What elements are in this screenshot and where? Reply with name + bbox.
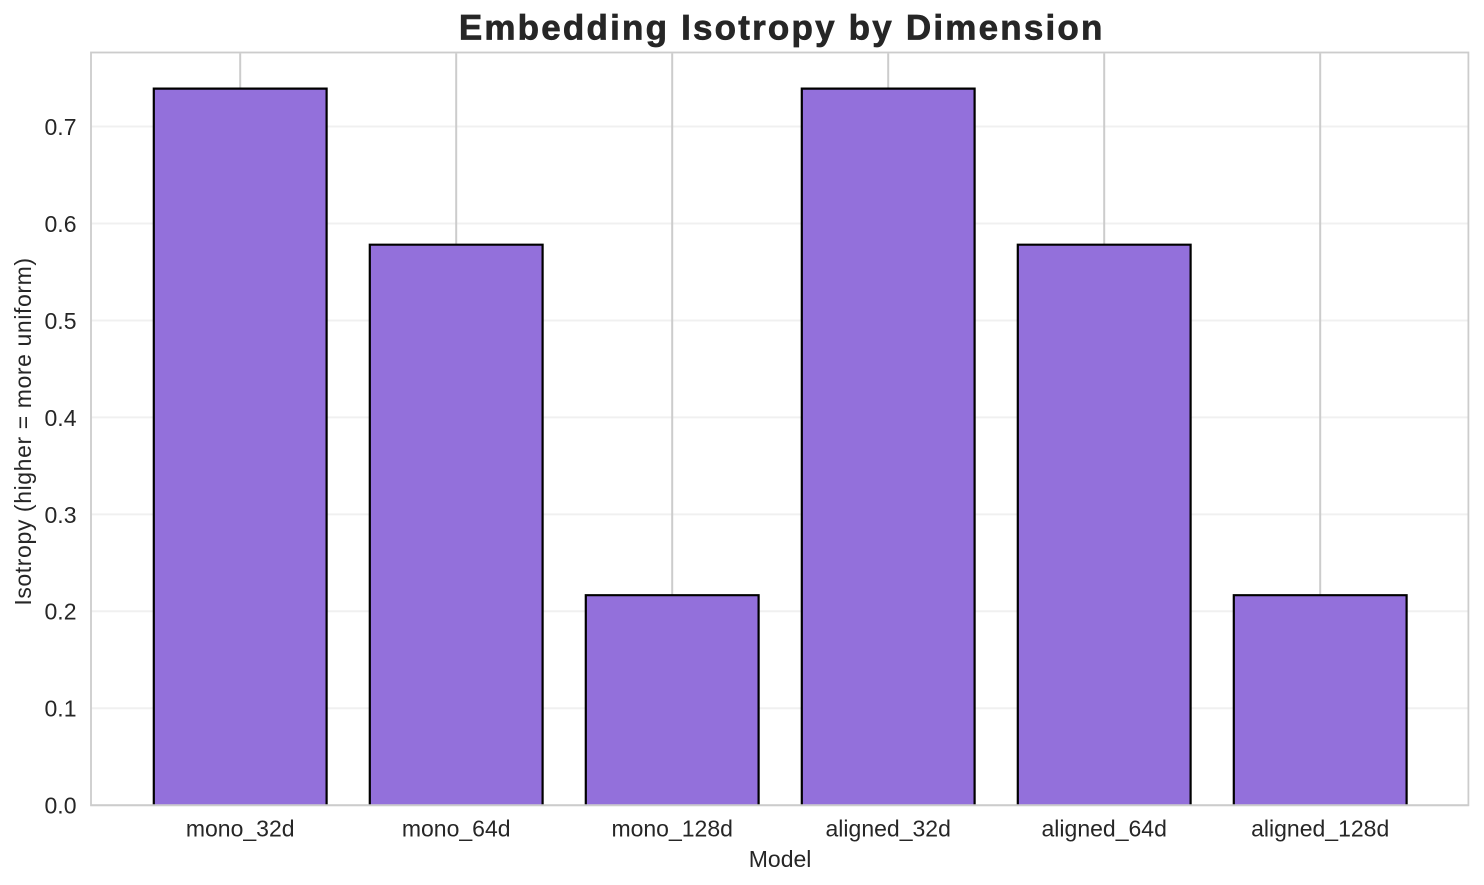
svg-text:mono_128d: mono_128d xyxy=(611,815,733,841)
svg-text:mono_64d: mono_64d xyxy=(402,815,511,841)
svg-text:0.7: 0.7 xyxy=(45,114,77,140)
svg-text:aligned_64d: aligned_64d xyxy=(1042,815,1167,841)
svg-text:Embedding Isotropy by Dimensio: Embedding Isotropy by Dimension xyxy=(459,9,1105,48)
svg-text:0.2: 0.2 xyxy=(45,599,77,625)
svg-text:0.1: 0.1 xyxy=(45,696,77,722)
svg-text:0.0: 0.0 xyxy=(45,793,77,819)
svg-text:0.4: 0.4 xyxy=(45,405,77,431)
svg-text:aligned_128d: aligned_128d xyxy=(1251,815,1389,841)
svg-text:Model: Model xyxy=(749,846,812,872)
svg-text:0.6: 0.6 xyxy=(45,211,77,237)
svg-text:aligned_32d: aligned_32d xyxy=(826,815,951,841)
svg-text:mono_32d: mono_32d xyxy=(186,815,295,841)
svg-text:Isotropy (higher = more unifor: Isotropy (higher = more uniform) xyxy=(10,257,36,605)
svg-text:0.3: 0.3 xyxy=(45,502,77,528)
svg-text:0.5: 0.5 xyxy=(45,308,77,334)
